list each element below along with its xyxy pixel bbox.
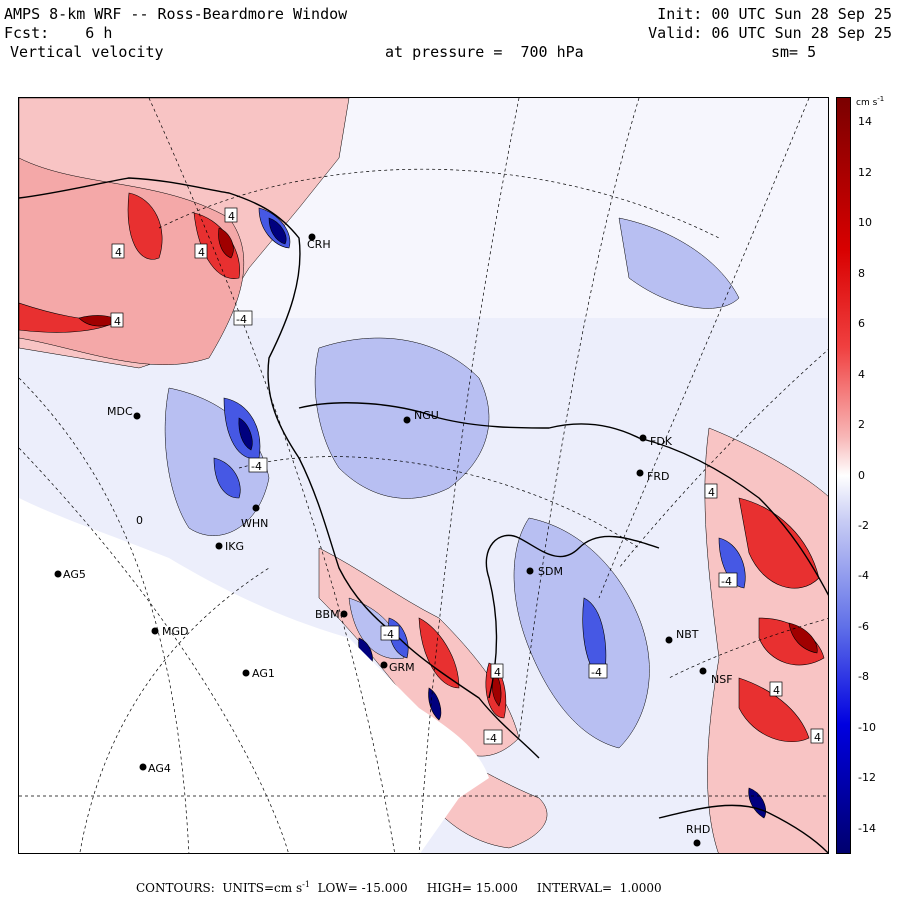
colorbar-tick-label: 12: [858, 165, 872, 179]
contour-label: 4: [490, 663, 504, 679]
colorbar-tick-label: 6: [858, 317, 865, 331]
station-dot-bbm: [340, 610, 348, 618]
colorbar-tick-label: 2: [858, 418, 865, 432]
colorbar: [836, 97, 851, 854]
station-dot-ngu: [403, 416, 411, 424]
svg-text:4: 4: [494, 666, 501, 679]
map-canvas: CRH MDC NGU FDK FRD WHN IKG AG5 SDM BBM …: [19, 98, 828, 853]
station-label-frd: FRD: [647, 470, 669, 483]
station-label-ag1: AG1: [252, 667, 275, 680]
colorbar-tick-label: 0: [858, 468, 865, 482]
svg-text:-4: -4: [251, 460, 262, 473]
svg-text:4: 4: [814, 731, 821, 744]
station-dot-fdk: [639, 434, 647, 442]
svg-text:4: 4: [198, 246, 205, 259]
station-dot-grm: [380, 661, 388, 669]
contour-footer: CONTOURS: UNITS=cm s-1 LOW= -15.000 HIGH…: [136, 880, 662, 895]
station-dot-rhd: [693, 839, 701, 847]
contour-label: -4: [248, 457, 268, 473]
svg-text:-4: -4: [591, 666, 602, 679]
station-label-whn: WHN: [241, 517, 268, 530]
svg-text:-4: -4: [236, 313, 247, 326]
pressure-level: at pressure = 700 hPa: [385, 43, 584, 61]
station-label-fdk: FDK: [650, 435, 673, 448]
contour-label: -4: [380, 625, 400, 641]
contour-label: 4: [194, 243, 208, 259]
station-label-nsf: NSF: [711, 673, 733, 686]
colorbar-tick-label: 10: [858, 216, 872, 230]
contour-label: 4: [810, 728, 824, 744]
station-label-mdc: MDC: [107, 405, 133, 418]
masked-region: [19, 498, 489, 853]
station-dot-sdm: [526, 567, 534, 575]
plot-title: AMPS 8-km WRF -- Ross-Beardmore Window: [4, 5, 348, 23]
field-name: Vertical velocity: [10, 43, 164, 61]
colorbar-tick-label: -12: [858, 771, 876, 785]
contour-label: -4: [483, 729, 503, 745]
contour-label: 0: [136, 514, 143, 527]
station-label-ag4: AG4: [148, 762, 171, 775]
station-markers: CRH MDC NGU FDK FRD WHN IKG AG5 SDM BBM …: [54, 233, 733, 847]
valid-time: Valid: 06 UTC Sun 28 Sep 25: [648, 24, 892, 42]
contour-label: -4: [233, 310, 253, 326]
colorbar-tick-label: -10: [858, 720, 876, 734]
coastline: [19, 177, 828, 853]
svg-text:4: 4: [708, 486, 715, 499]
svg-text:4: 4: [228, 210, 235, 223]
station-dot-nsf: [699, 667, 707, 675]
contour-label: 4: [704, 483, 718, 499]
smoothing: sm= 5: [771, 43, 817, 61]
station-label-grm: GRM: [389, 661, 415, 674]
colorbar-units: cm s-1: [856, 95, 885, 108]
station-label-nbt: NBT: [676, 628, 699, 641]
station-dot-ikg: [215, 542, 223, 550]
colorbar-tick-label: -14: [858, 821, 876, 835]
station-label-crh: CRH: [307, 238, 331, 251]
station-dot-ag4: [139, 763, 147, 771]
station-label-bbm: BBM: [315, 608, 340, 621]
station-label-ngu: NGU: [414, 409, 439, 422]
svg-text:4: 4: [114, 315, 121, 328]
contour-label: -4: [588, 663, 608, 679]
contour-label: 4: [110, 312, 124, 328]
contour-labels: 4 4 4 4 -4 -4 0 4 -4 -4 4 -4 -4 4 4: [110, 207, 824, 745]
colorbar-tick-label: 4: [858, 367, 865, 381]
svg-text:0: 0: [136, 514, 143, 527]
station-label-sdm: SDM: [538, 565, 563, 578]
svg-text:4: 4: [115, 246, 122, 259]
contour-label: 4: [224, 207, 238, 223]
colorbar-tick-label: 8: [858, 266, 865, 280]
colorbar-tick-label: -8: [858, 670, 869, 684]
contour-label: 4: [769, 681, 783, 697]
station-label-rhd: RHD: [686, 823, 710, 836]
svg-text:-4: -4: [721, 575, 732, 588]
station-label-ag5: AG5: [63, 568, 86, 581]
station-dot-crh: [308, 233, 316, 241]
init-time: Init: 00 UTC Sun 28 Sep 25: [657, 5, 892, 23]
positive-patches: [19, 192, 825, 742]
colorbar-tick-label: -4: [858, 569, 869, 583]
colorbar-tick-label: -2: [858, 518, 869, 532]
station-label-mgd: MGD: [162, 625, 189, 638]
svg-text:4: 4: [773, 684, 780, 697]
vertical-velocity-map: CRH MDC NGU FDK FRD WHN IKG AG5 SDM BBM …: [18, 97, 829, 854]
colorbar-tick-label: -6: [858, 619, 869, 633]
station-label-ikg: IKG: [225, 540, 244, 553]
station-dot-mdc: [133, 412, 141, 420]
colorbar-tick-label: 14: [858, 115, 872, 129]
forecast-hour: Fcst: 6 h: [4, 24, 113, 42]
station-dot-frd: [636, 469, 644, 477]
graticule: [19, 98, 828, 853]
svg-text:-4: -4: [383, 628, 394, 641]
station-dot-mgd: [151, 627, 159, 635]
contour-label: 4: [111, 243, 125, 259]
station-dot-whn: [252, 504, 260, 512]
contour-label: -4: [718, 572, 738, 588]
svg-text:-4: -4: [486, 732, 497, 745]
station-dot-ag1: [242, 669, 250, 677]
station-dot-nbt: [665, 636, 673, 644]
station-dot-ag5: [54, 570, 62, 578]
